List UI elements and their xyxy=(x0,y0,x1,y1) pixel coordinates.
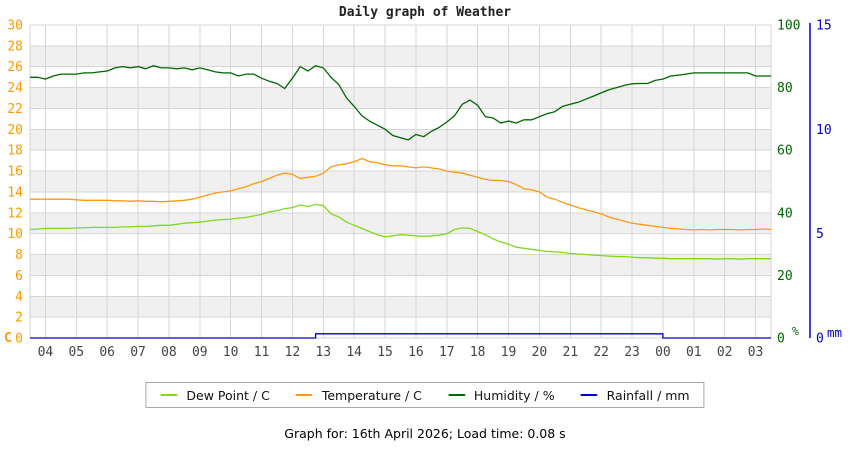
svg-text:22: 22 xyxy=(7,102,23,117)
plot-bands xyxy=(30,45,771,318)
series-line-humidity xyxy=(30,64,771,141)
svg-text:5: 5 xyxy=(816,227,824,242)
svg-text:100: 100 xyxy=(777,19,800,34)
svg-text:11: 11 xyxy=(254,345,270,360)
svg-text:15: 15 xyxy=(377,345,393,360)
svg-text:10: 10 xyxy=(223,345,239,360)
svg-text:22: 22 xyxy=(593,345,609,360)
svg-text:80: 80 xyxy=(777,81,793,96)
svg-text:12: 12 xyxy=(285,345,301,360)
svg-text:16: 16 xyxy=(408,345,424,360)
svg-text:20: 20 xyxy=(7,123,23,138)
svg-text:8: 8 xyxy=(15,248,23,263)
svg-text:05: 05 xyxy=(68,345,84,360)
gridlines xyxy=(29,24,772,339)
svg-text:18: 18 xyxy=(7,144,23,159)
series-line-dew xyxy=(29,203,771,260)
svg-text:6: 6 xyxy=(15,269,23,284)
chart-title: Daily graph of Weather xyxy=(339,5,511,20)
svg-text:16: 16 xyxy=(7,165,23,180)
svg-text:2: 2 xyxy=(15,311,23,326)
svg-text:24: 24 xyxy=(7,81,23,96)
humidity-axis-labels: 0 20 40 60 80 100% xyxy=(777,19,800,347)
chart-legend: Dew Point / C Temperature / C Humidity /… xyxy=(145,382,705,408)
legend-item-humidity: Humidity / % xyxy=(447,387,555,403)
svg-text:13: 13 xyxy=(315,345,331,360)
svg-text:18: 18 xyxy=(470,345,486,360)
svg-text:10: 10 xyxy=(816,123,832,138)
svg-text:00: 00 xyxy=(655,345,671,360)
svg-text:60: 60 xyxy=(777,144,793,159)
svg-text:20: 20 xyxy=(532,345,548,360)
svg-text:4: 4 xyxy=(15,290,23,305)
svg-text:12: 12 xyxy=(7,206,23,221)
legend-label-dew-point: Dew Point / C xyxy=(186,387,270,403)
svg-text:30: 30 xyxy=(7,19,23,34)
legend-item-rainfall: Rainfall / mm xyxy=(580,387,690,403)
svg-text:mm: mm xyxy=(827,325,842,340)
legend-item-temperature: Temperature / C xyxy=(295,387,422,403)
svg-text:28: 28 xyxy=(7,39,23,54)
legend-label-temperature: Temperature / C xyxy=(321,387,422,403)
svg-text:40: 40 xyxy=(777,206,793,221)
svg-text:08: 08 xyxy=(161,345,177,360)
rain-axis: 0 5 10 15 mm xyxy=(809,19,842,347)
svg-text:07: 07 xyxy=(130,345,146,360)
temperature-line-swatch xyxy=(295,394,313,396)
svg-text:09: 09 xyxy=(192,345,208,360)
legend-item-dew-point: Dew Point / C xyxy=(160,387,270,403)
svg-text:20: 20 xyxy=(777,269,793,284)
svg-text:26: 26 xyxy=(7,60,23,75)
svg-text:17: 17 xyxy=(439,345,455,360)
svg-text:15: 15 xyxy=(816,19,832,34)
series-line-rainfall xyxy=(30,333,771,339)
x-axis-labels: 04 05 06 07 08 09 10 11 12 13 14 15 16 17 18 19 20 21 22 23… xyxy=(38,345,764,360)
series-line-temperature xyxy=(30,157,772,231)
svg-text:14: 14 xyxy=(7,185,23,200)
svg-text:03: 03 xyxy=(748,345,764,360)
humidity-line-swatch xyxy=(447,394,465,396)
dew-point-line-swatch xyxy=(160,394,178,396)
svg-text:04: 04 xyxy=(38,345,54,360)
svg-text:19: 19 xyxy=(501,345,517,360)
svg-text:21: 21 xyxy=(562,345,578,360)
graph-footer-text: Graph for: 16th April 2026; Load time: 0… xyxy=(284,426,566,441)
svg-text:0: 0 xyxy=(777,332,785,347)
svg-text:02: 02 xyxy=(717,345,733,360)
svg-text:%: % xyxy=(792,324,799,338)
chart-canvas: Daily graph of Weather024681012141618202… xyxy=(4,5,842,360)
svg-text:01: 01 xyxy=(686,345,702,360)
svg-text:06: 06 xyxy=(99,345,115,360)
legend-label-humidity: Humidity / % xyxy=(473,387,555,403)
svg-text:14: 14 xyxy=(346,345,362,360)
svg-text:0: 0 xyxy=(15,332,23,347)
legend-label-rainfall: Rainfall / mm xyxy=(606,387,690,403)
svg-text:23: 23 xyxy=(624,345,640,360)
series-lines xyxy=(29,64,772,339)
svg-text:10: 10 xyxy=(7,227,23,242)
svg-text:C: C xyxy=(4,331,12,346)
svg-text:Daily graph of Weather: Daily graph of Weather xyxy=(339,5,511,20)
svg-text:0: 0 xyxy=(816,332,824,347)
rainfall-line-swatch xyxy=(580,394,598,396)
weather-daily-graph: Daily graph of Weather 0 2 4 6 8 10 12 14 16 18 20 2… xyxy=(4,5,842,360)
